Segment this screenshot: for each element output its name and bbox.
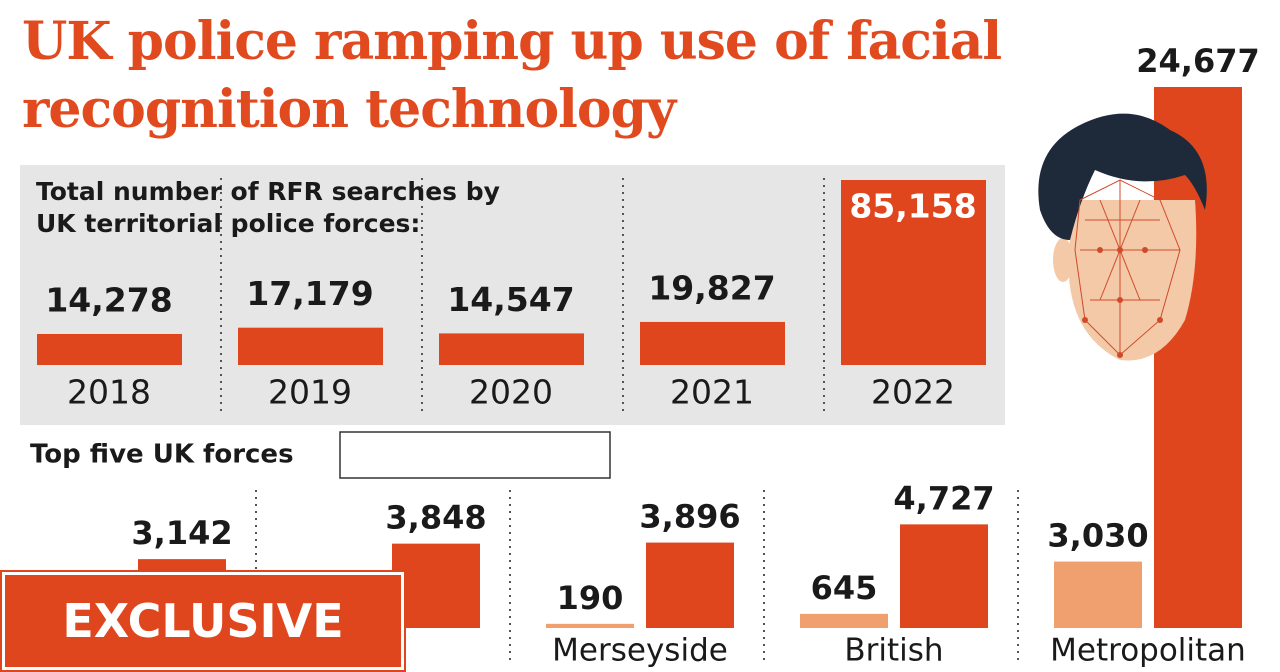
- bar: [439, 333, 584, 365]
- x-tick-label: 2019: [268, 373, 352, 412]
- value-label: 190: [557, 579, 624, 617]
- title: UK police ramping up use of facial recog…: [22, 11, 1002, 140]
- bar: [841, 180, 986, 365]
- bar: [646, 542, 734, 628]
- value-label: 3,896: [639, 498, 740, 536]
- chart-subtitle: Total number of RFR searches by UK terri…: [36, 177, 500, 238]
- value-label: 19,827: [648, 268, 775, 307]
- x-tick-label: 2018: [67, 373, 151, 412]
- bar: [640, 321, 785, 365]
- value-label: 645: [811, 569, 878, 607]
- face-illustration: [1038, 113, 1207, 361]
- value-label: 24,677: [1136, 42, 1259, 80]
- panel: [20, 165, 1005, 425]
- legend-title: Top five UK forces: [30, 440, 294, 470]
- x-tick-label: 2021: [670, 373, 754, 412]
- value-label: 14,547: [447, 280, 574, 319]
- value-label: 4,727: [893, 479, 994, 517]
- bar: [1054, 561, 1142, 628]
- value-label: 3,142: [131, 514, 232, 552]
- bar: [900, 524, 988, 628]
- bar: [546, 623, 634, 628]
- value-label: 3,848: [385, 499, 486, 537]
- x-tick-label: Metropolitan: [1050, 633, 1246, 669]
- x-tick-label: British: [844, 633, 943, 669]
- bar: [392, 543, 480, 628]
- bar: [238, 327, 383, 365]
- value-label: 85,158: [849, 187, 976, 226]
- bar: [800, 613, 888, 628]
- exclusive-badge: EXCLUSIVE: [0, 570, 406, 672]
- x-tick-label: 2020: [469, 373, 553, 412]
- value-label: 17,179: [246, 274, 373, 313]
- x-tick-label: Merseyside: [552, 633, 728, 669]
- bar: [37, 333, 182, 365]
- value-label: 14,278: [45, 280, 172, 319]
- x-tick-label: 2022: [871, 373, 955, 412]
- legend-box: [339, 431, 611, 479]
- value-label: 3,030: [1047, 517, 1148, 555]
